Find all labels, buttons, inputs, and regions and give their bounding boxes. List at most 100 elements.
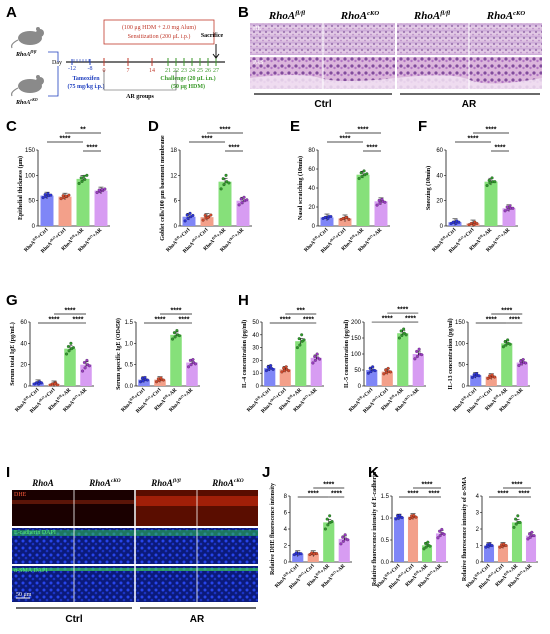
data-point: [140, 376, 144, 380]
data-point: [346, 538, 350, 542]
bar: [154, 379, 166, 386]
y-axis-label: Sneezing (10min): [425, 166, 432, 210]
y-tick-label: 10: [252, 371, 259, 377]
data-point: [297, 552, 301, 556]
bar: [307, 553, 319, 562]
significance-label: ****: [303, 317, 314, 324]
y-tick-label: 150: [25, 148, 36, 154]
data-point: [299, 552, 303, 556]
timeline-ticks: [71, 44, 220, 66]
data-point: [300, 333, 304, 337]
data-point: [362, 169, 366, 173]
data-point: [412, 513, 416, 517]
significance-label: ****: [220, 127, 231, 134]
timeline-days: -12 -8 0 7 14 21 22 23 24 25 26 27: [68, 66, 219, 74]
data-point: [373, 369, 377, 373]
data-point: [530, 530, 534, 534]
y-tick-label: 0: [440, 224, 444, 230]
bar: [485, 376, 497, 386]
data-point: [519, 359, 523, 363]
panel-letter-j: J: [262, 464, 270, 481]
ecad-row-label: E-cadherin DAPI: [14, 530, 56, 536]
data-point: [53, 382, 57, 386]
y-tick-label: 4: [476, 494, 480, 500]
significance-label: ****: [405, 316, 416, 323]
data-point: [46, 192, 50, 196]
y-tick-label: 20: [436, 199, 443, 205]
y-axis-label: Serum specific IgE (OD450): [115, 318, 122, 390]
data-point: [156, 377, 160, 381]
data-point: [302, 338, 306, 342]
day-value: 23: [181, 68, 187, 74]
challenge-line1: Challenge (20 μL i.n.): [160, 75, 215, 82]
y-tick-label: 1.0: [381, 516, 390, 522]
data-point: [298, 343, 302, 347]
data-point: [366, 371, 370, 375]
if-ctrl-label: Ctrl: [65, 614, 82, 625]
data-point: [341, 216, 345, 220]
ar-groups-label: AR groups: [126, 94, 154, 100]
data-point: [171, 337, 175, 341]
data-point: [470, 375, 474, 379]
data-point: [504, 343, 508, 347]
data-point: [219, 187, 223, 191]
data-point: [485, 183, 489, 187]
panel-letter-c: C: [6, 118, 17, 135]
y-axis-label: Relative fluorescence intensity of E-cad…: [372, 471, 378, 586]
bar: [516, 362, 528, 386]
data-point: [326, 216, 330, 220]
data-point: [400, 516, 404, 520]
significance-label: ****: [60, 136, 71, 143]
bar: [218, 181, 232, 226]
y-tick-label: 8: [284, 494, 288, 500]
chart-d: 0 6 12 18 Goblet cells/100 μm basement membr…: [160, 127, 252, 255]
data-point: [514, 522, 518, 526]
significance-label: ****: [308, 491, 319, 498]
data-point: [382, 372, 386, 376]
bar: [323, 522, 335, 562]
arrow-fl: [48, 51, 59, 62]
y-axis-label: IL-5 concentration (pg/ml): [343, 320, 350, 388]
data-point: [519, 362, 523, 366]
data-point: [65, 352, 69, 356]
tamoxifen-line2: (75 mg/kg i.p.): [67, 83, 104, 90]
data-point: [191, 358, 195, 362]
significance-label: ****: [323, 482, 334, 489]
significance-label: ****: [229, 145, 240, 152]
data-point: [287, 369, 291, 373]
y-tick-label: 0: [358, 384, 362, 390]
data-point: [67, 349, 71, 353]
y-tick-label: 40: [252, 333, 259, 339]
data-point: [145, 378, 149, 382]
data-point: [100, 188, 104, 192]
y-tick-label: 100: [351, 352, 362, 358]
y-tick-label: 0: [32, 224, 36, 230]
significance-label: ****: [155, 317, 166, 324]
sacrifice-label: Sacrifice: [201, 33, 224, 39]
day-value: 7: [127, 68, 130, 74]
bar: [502, 208, 516, 226]
data-point: [245, 198, 249, 202]
data-point: [438, 534, 442, 538]
data-point: [516, 514, 520, 518]
data-point: [375, 203, 379, 207]
significance-label: ****: [331, 491, 342, 498]
y-tick-label: 20: [20, 363, 27, 369]
data-point: [488, 542, 492, 546]
y-axis-label: IL-13 concentration (pg/ml): [447, 318, 454, 389]
y-tick-label: 20: [252, 358, 259, 364]
bar: [64, 348, 76, 386]
bar: [236, 200, 250, 226]
data-point: [269, 364, 273, 368]
significance-label: ****: [495, 145, 506, 152]
data-point: [475, 372, 479, 376]
y-tick-label: 50: [28, 199, 35, 205]
ar-groups-bracket: [103, 70, 177, 91]
data-point: [227, 181, 231, 185]
y-axis-label: Relative DHE fluorescence intensity: [270, 483, 276, 575]
